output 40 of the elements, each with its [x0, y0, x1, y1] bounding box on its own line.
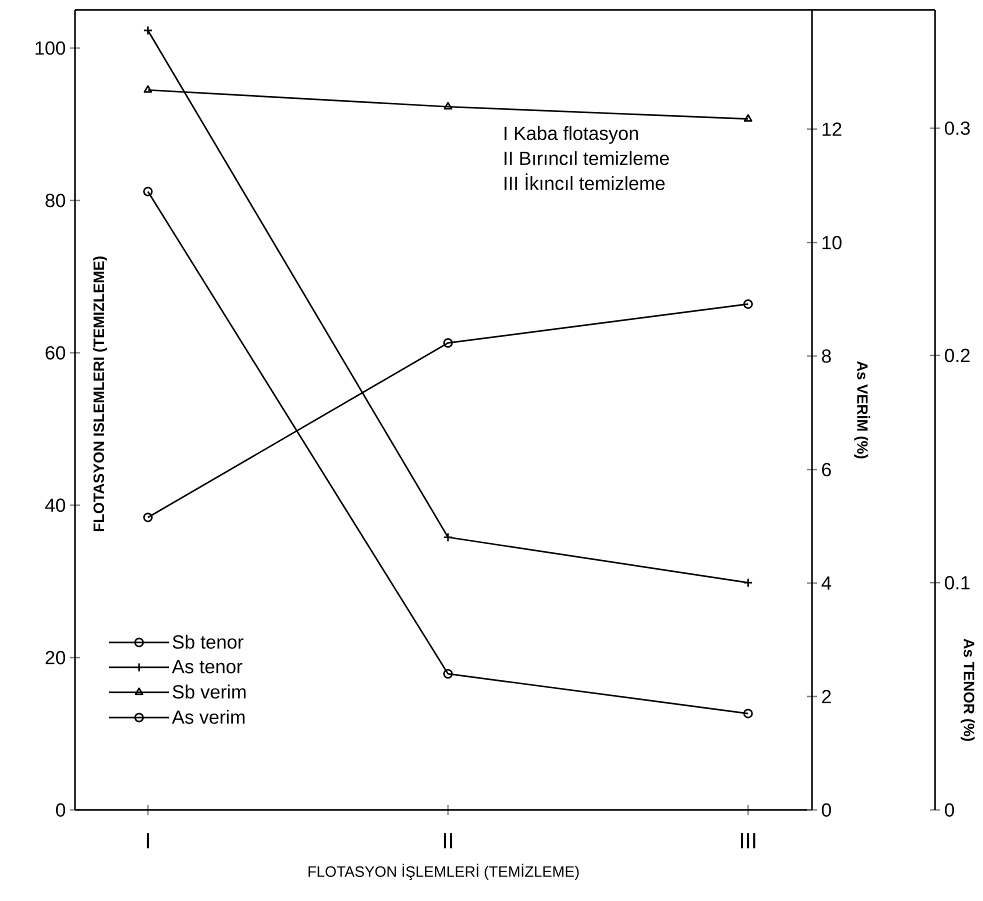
y-tick-label: 60 [46, 346, 66, 360]
y-tick-label: 20 [46, 650, 66, 664]
annotation: II Bırıncıl temizleme [504, 151, 669, 166]
legend-label: Sb verim [172, 684, 246, 699]
point [144, 85, 152, 93]
y-tick-label: 80 [46, 194, 66, 208]
y2-tick-label: 10 [822, 236, 842, 250]
y2-axis-title: As VERİM (%) [854, 361, 870, 458]
annotation: III İkıncıl temizleme [504, 173, 665, 190]
y2-tick-label: 8 [822, 349, 831, 363]
y2-tick-label: 0 [822, 803, 831, 817]
y3-tick-label: 0 [944, 803, 954, 817]
x-tick-label: I [146, 833, 149, 848]
annotation: I Kaba flotasyon [504, 126, 638, 144]
point [443, 338, 453, 348]
point [443, 669, 453, 679]
x-tick-label: III [740, 833, 756, 848]
y3-tick-label: 0.2 [944, 348, 970, 362]
y2-tick-label: 6 [822, 462, 831, 476]
legend-label: As verim [172, 710, 244, 724]
point [444, 102, 452, 110]
y-axis-title: FLOTASYON ISLEMLERI (TEMIZLEME) [93, 256, 108, 532]
y2-tick-label: 2 [822, 690, 831, 704]
y3-axis-title: As TENOR (%) [960, 638, 975, 741]
x-axis-title: FLOTASYON İŞLEMLERİ (TEMİZLEME) [308, 864, 579, 880]
y2-tick-label: 12 [822, 122, 842, 136]
y-tick-label: 0 [56, 803, 66, 817]
point [743, 299, 753, 309]
y2-tick-label: 4 [822, 576, 832, 590]
point [143, 186, 153, 196]
y-tick-label: 40 [45, 498, 66, 512]
legend-label: As tenor [172, 660, 242, 674]
point [743, 708, 753, 718]
x-tick-label: II [444, 833, 452, 848]
y-tick-label: 100 [36, 41, 66, 55]
y3-tick-label: 0.3 [944, 121, 970, 135]
point [143, 512, 153, 522]
point [744, 114, 752, 122]
legend-label: Sb tenor [172, 634, 244, 649]
y3-tick-label: 0.1 [944, 576, 970, 590]
